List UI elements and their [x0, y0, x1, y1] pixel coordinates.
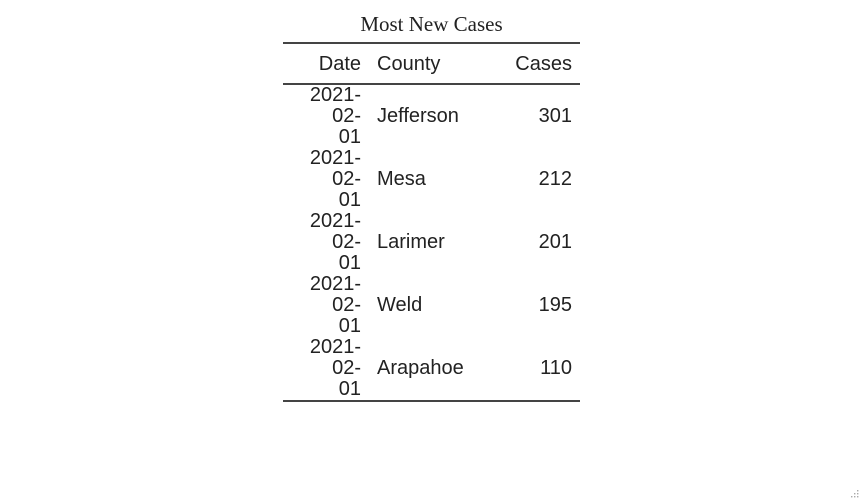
county-cell: Mesa [377, 168, 426, 190]
cases-cell: 301 [538, 105, 572, 127]
cases-cell: 110 [540, 357, 572, 379]
table-caption: Most New Cases [360, 12, 503, 36]
date-cell: 2021-02- 01 [283, 211, 369, 274]
date-line-1: 2021-02- [309, 210, 361, 253]
table-row: 2021-02- 01 Mesa 212 [283, 148, 580, 211]
date-line-1: 2021-02- [309, 84, 361, 127]
cases-cell: 212 [538, 168, 572, 190]
date-line-2: 01 [338, 315, 361, 337]
date-line-1: 2021-02- [309, 273, 361, 316]
date-line-2: 01 [338, 378, 361, 400]
county-cell: Larimer [377, 231, 445, 253]
cases-cell: 201 [538, 231, 572, 253]
header-cases: Cases [515, 52, 572, 75]
date-line-2: 01 [338, 252, 361, 274]
date-line-2: 01 [338, 189, 361, 211]
header-county: County [377, 52, 441, 75]
resize-grip-icon[interactable] [849, 488, 859, 498]
date-line-2: 01 [338, 126, 361, 148]
table-body: 2021-02- 01 Jefferson 301 2021-02- 01 Mesa… [283, 84, 580, 401]
cases-cell: 195 [538, 294, 572, 316]
date-cell: 2021-02- 01 [283, 84, 369, 148]
date-line-1: 2021-02- [309, 147, 361, 190]
table-row: 2021-02- 01 Weld 195 [283, 274, 580, 337]
county-cell: Jefferson [377, 105, 459, 127]
table-row: 2021-02- 01 Larimer 201 [283, 211, 580, 274]
county-cell: Weld [377, 294, 423, 316]
date-cell: 2021-02- 01 [283, 148, 369, 211]
header-date: Date [318, 52, 361, 75]
cases-table: Date County Cases 2021-02- 01 Jefferson 3… [283, 42, 580, 402]
table-row: 2021-02- 01 Arapahoe 110 [283, 337, 580, 401]
header-row: Date County Cases [283, 43, 580, 84]
table-row: 2021-02- 01 Jefferson 301 [283, 84, 580, 148]
date-cell: 2021-02- 01 [283, 337, 369, 401]
table-header: Date County Cases [283, 43, 580, 84]
date-cell: 2021-02- 01 [283, 274, 369, 337]
date-line-1: 2021-02- [309, 336, 361, 379]
county-cell: Arapahoe [377, 357, 464, 379]
